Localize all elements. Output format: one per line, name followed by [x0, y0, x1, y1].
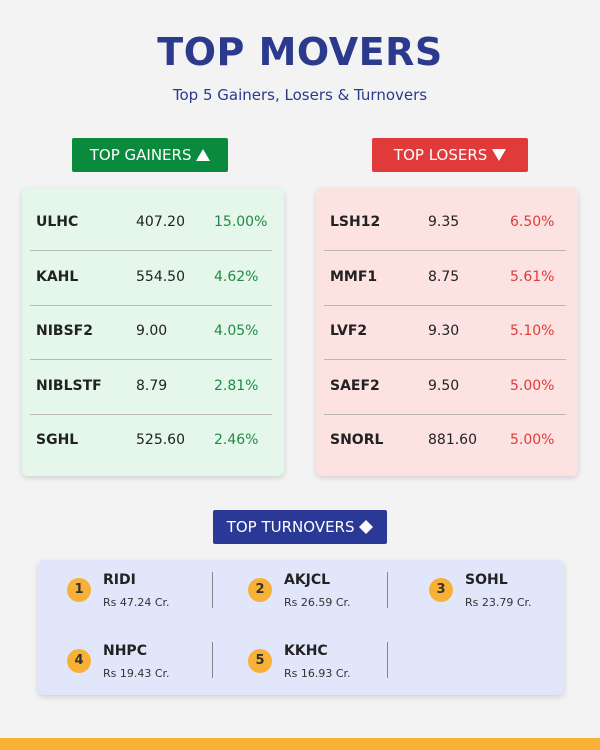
price: 8.79: [136, 377, 168, 394]
turnover-item: 3 SOHL Rs 23.79 Cr.: [429, 572, 599, 616]
losers-badge: TOP LOSERS: [372, 138, 528, 172]
turnover-amount: Rs 19.43 Cr.: [103, 667, 170, 680]
change: 4.05%: [214, 323, 259, 340]
change: 5.00%: [510, 432, 555, 449]
column-divider: [387, 642, 388, 678]
table-row: LVF2 9.30 5.10%: [316, 304, 578, 358]
rank: 2: [248, 578, 272, 602]
price: 9.30: [428, 323, 460, 340]
symbol: NIBLSTF: [36, 377, 102, 394]
column-divider: [212, 572, 213, 608]
subtitle: Top 5 Gainers, Losers & Turnovers: [172, 86, 428, 104]
turnover-symbol: RIDI: [103, 572, 136, 588]
table-row: SGHL 525.60 2.46%: [22, 413, 284, 467]
column-divider: [212, 642, 213, 678]
turnover-amount: Rs 47.24 Cr.: [103, 596, 170, 609]
turnover-amount: Rs 26.59 Cr.: [284, 596, 351, 609]
gainers-badge: TOP GAINERS: [72, 138, 228, 172]
table-row: SAEF2 9.50 5.00%: [316, 359, 578, 413]
table-row: ULHC 407.20 15.00%: [22, 195, 284, 249]
turnover-item: 1 RIDI Rs 47.24 Cr.: [67, 572, 237, 616]
symbol: MMF1: [330, 268, 378, 285]
table-row: SNORL 881.60 5.00%: [316, 413, 578, 467]
rank: 3: [429, 578, 453, 602]
change: 2.81%: [214, 377, 259, 394]
turnover-symbol: NHPC: [103, 643, 147, 659]
up-arrow: [196, 149, 211, 161]
symbol: ULHC: [36, 214, 79, 230]
losers-card: LSH12 9.35 6.50% MMF1 8.75 5.61% LVF2 9.30 5.10%…: [316, 188, 578, 476]
price: 8.75: [428, 268, 460, 285]
row-divider: [30, 413, 272, 415]
row-divider: [324, 250, 566, 251]
turnovers-badge: TOP TURNOVERS: [213, 510, 387, 544]
table-row: MMF1 8.75 5.61%: [316, 250, 578, 304]
price: 9.00: [136, 323, 168, 340]
symbol: SAEF2: [330, 377, 380, 394]
price: 407.20: [136, 214, 185, 230]
row-divider: [30, 250, 272, 251]
title: TOP MOVERS: [157, 30, 443, 74]
down-arrow: [492, 149, 507, 161]
change: 5.00%: [510, 377, 555, 394]
price: 881.60: [428, 432, 477, 449]
turnover-symbol: AKJCL: [284, 572, 331, 588]
turnovers-heading: TOP TURNOVERS: [226, 518, 355, 536]
rank: 1: [67, 578, 91, 602]
symbol: SNORL: [330, 432, 384, 449]
rank: 5: [248, 649, 272, 673]
gainers-heading: TOP GAINERS: [89, 146, 192, 164]
price: 525.60: [136, 432, 185, 449]
change: 2.46%: [214, 432, 259, 449]
turnover-item: 2 AKJCL Rs 26.59 Cr.: [248, 572, 418, 616]
symbol: KAHL: [36, 268, 79, 285]
symbol: NIBSF2: [36, 323, 93, 340]
change: 4.62%: [214, 268, 259, 285]
turnover-symbol: SOHL: [465, 572, 508, 588]
turnover-amount: Rs 23.79 Cr.: [465, 596, 532, 609]
symbol: LSH12: [330, 214, 381, 230]
rank: 4: [67, 649, 91, 673]
table-row: LSH12 9.35 6.50%: [316, 195, 578, 249]
row-divider: [324, 304, 566, 306]
symbol: SGHL: [36, 432, 79, 449]
turnover-item: 5 KKHC Rs 16.93 Cr.: [248, 643, 418, 687]
bottom-bar: [0, 738, 600, 750]
change: 5.10%: [510, 323, 555, 340]
turnovers-card: 1 RIDI Rs 47.24 Cr. 2 AKJCL Rs 26.59 Cr. 3 SOHL…: [38, 560, 564, 695]
change: 6.50%: [510, 214, 555, 230]
column-divider: [387, 572, 388, 608]
turnover-item: 4 NHPC Rs 19.43 Cr.: [67, 643, 237, 687]
turnover-amount: Rs 16.93 Cr.: [284, 667, 351, 680]
change: 5.61%: [510, 268, 555, 285]
turnover-symbol: KKHC: [284, 643, 328, 659]
symbol: LVF2: [330, 323, 368, 340]
row-divider: [324, 413, 566, 415]
price: 9.50: [428, 377, 460, 394]
change: 15.00%: [214, 214, 268, 230]
row-divider: [30, 359, 272, 361]
diamond: [359, 520, 374, 534]
price: 554.50: [136, 268, 185, 285]
table-row: NIBLSTF 8.79 2.81%: [22, 359, 284, 413]
table-row: KAHL 554.50 4.62%: [22, 250, 284, 304]
gainers-card: ULHC 407.20 15.00% KAHL 554.50 4.62% NIBSF2 9.0…: [22, 188, 284, 476]
losers-heading: TOP LOSERS: [393, 146, 488, 164]
row-divider: [324, 359, 566, 361]
row-divider: [30, 304, 272, 306]
table-row: NIBSF2 9.00 4.05%: [22, 304, 284, 358]
price: 9.35: [428, 214, 460, 230]
